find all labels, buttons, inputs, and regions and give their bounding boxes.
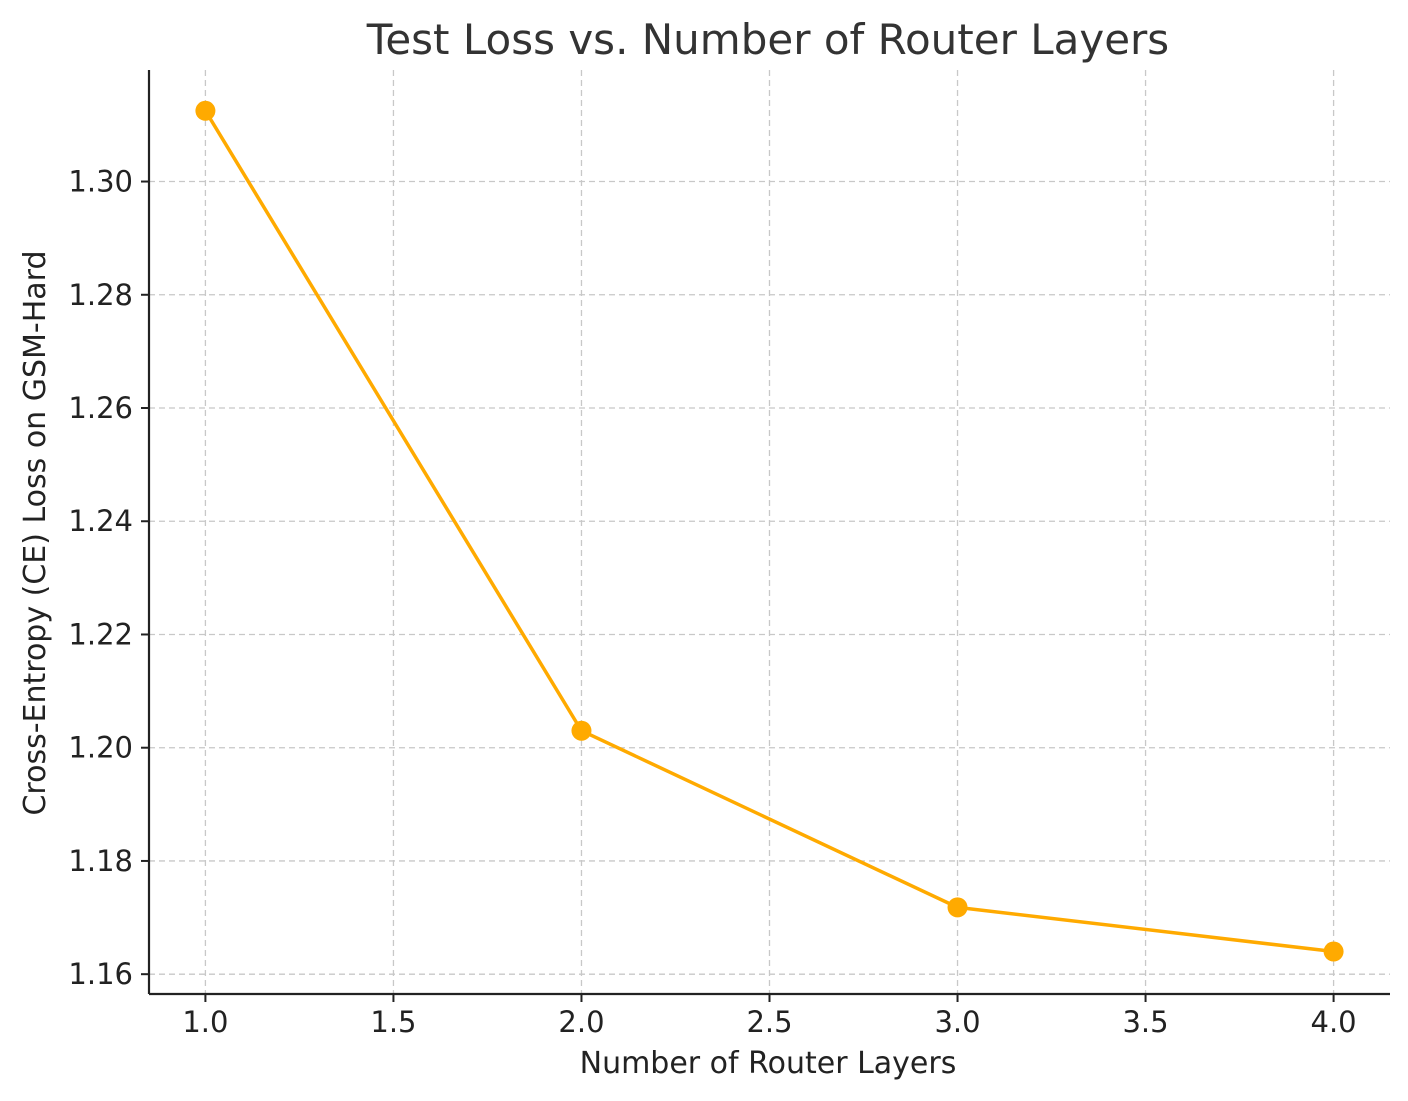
data-point [195,100,216,121]
x-tick-label: 2.5 [746,1005,792,1039]
y-tick-label: 1.20 [68,731,133,765]
y-axis-label: Cross-Entropy (CE) Loss on GSM-Hard [18,250,53,815]
chart-title: Test Loss vs. Number of Router Layers [366,15,1169,64]
data-point [947,897,968,918]
grid [149,70,1390,994]
x-tick-label: 4.0 [1311,1005,1357,1039]
x-axis-label: Number of Router Layers [580,1046,957,1081]
y-tick-label: 1.26 [68,391,133,425]
x-tick-label: 1.0 [182,1005,228,1039]
y-tick-label: 1.18 [68,844,133,878]
ticks: 1.0 1.5 2.0 2.5 3.0 3.5 4.0 1.16 1.18 1.20 1.22 1.2… [68,165,1356,1039]
y-tick-label: 1.16 [68,957,133,991]
x-tick-label: 2.0 [558,1005,604,1039]
series [195,100,1344,962]
x-tick-label: 3.0 [934,1005,980,1039]
y-tick-label: 1.30 [68,165,133,199]
data-point [1323,941,1344,962]
data-point [571,720,592,741]
x-tick-label: 3.5 [1122,1005,1168,1039]
x-tick-label: 1.5 [370,1005,416,1039]
y-tick-label: 1.24 [68,504,133,538]
y-tick-label: 1.28 [68,278,133,312]
series-line-0 [203,109,1336,954]
y-tick-label: 1.22 [68,617,133,651]
